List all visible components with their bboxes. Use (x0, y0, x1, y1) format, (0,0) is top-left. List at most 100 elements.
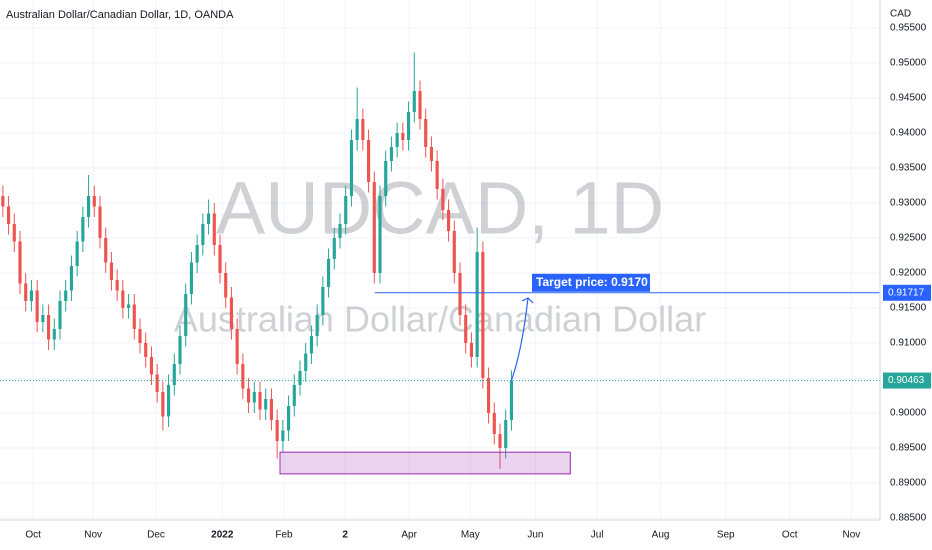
candle-body (207, 213, 211, 224)
x-tick-label: Nov (84, 530, 102, 541)
candle-body (258, 391, 262, 410)
candle-body (121, 290, 125, 308)
price-label-box (883, 284, 931, 301)
candle-body (349, 139, 353, 196)
candle-body (447, 209, 451, 231)
candle-body (75, 241, 79, 266)
y-tick-label: 0.91000 (890, 338, 927, 349)
price-label-box (883, 372, 931, 389)
candle-body (195, 244, 199, 263)
candle-body (235, 328, 239, 364)
candle-body (429, 146, 433, 161)
candle-body (41, 314, 45, 322)
price-label: 0.90463 (888, 375, 925, 386)
candle-body (7, 206, 11, 224)
x-tick-label: May (461, 530, 480, 541)
x-tick-label: 2 (342, 530, 348, 541)
candle-body (418, 90, 422, 119)
candle-body (275, 419, 279, 441)
candle-body (52, 328, 56, 340)
candle-body (287, 405, 291, 431)
x-tick-label: Feb (275, 530, 293, 541)
annotation-box (532, 273, 650, 292)
candle-body (492, 412, 496, 434)
support-zone (279, 451, 571, 475)
candle-body (309, 335, 313, 354)
candle-body (361, 118, 365, 140)
candle-body (378, 195, 382, 273)
candle-body (1, 195, 5, 207)
arrow-head (521, 297, 534, 304)
candle-body (127, 304, 131, 308)
candle-body (509, 380, 513, 420)
y-tick-label: 0.89500 (890, 443, 927, 454)
candle-body (167, 384, 171, 417)
candle-body (395, 132, 399, 147)
y-tick-label: 0.89000 (890, 478, 927, 489)
y-tick-label: 0.90000 (890, 408, 927, 419)
candle-body (498, 433, 502, 448)
candle-body (315, 314, 319, 336)
candle-body (172, 363, 176, 385)
y-tick-label: 0.88500 (890, 513, 927, 524)
watermark-subtitle: Australian Dollar/Canadian Dollar (174, 299, 706, 340)
candle-body (281, 430, 285, 441)
candle-body (298, 370, 302, 385)
candle-body (184, 293, 188, 336)
y-tick-label: 0.92500 (890, 233, 927, 244)
candle-body (69, 265, 73, 291)
candle-body (475, 251, 479, 357)
x-tick-label: Oct (782, 530, 798, 541)
y-tick-label: 0.94000 (890, 128, 927, 139)
candle-body (424, 118, 428, 147)
candle-body (144, 342, 148, 357)
candle-body (247, 388, 251, 403)
candle-body (252, 391, 256, 403)
candle-body (161, 391, 165, 417)
candle-body (64, 290, 68, 301)
candle-body (435, 160, 439, 189)
candle-body (389, 146, 393, 161)
candle-body (35, 290, 39, 322)
candle-body (344, 195, 348, 224)
y-tick-label: 0.92000 (890, 268, 927, 279)
candle-body (304, 353, 308, 371)
target-arrow (510, 297, 529, 381)
x-tick-label: Apr (401, 530, 417, 541)
candle-body (458, 272, 462, 315)
candle-body (138, 328, 142, 343)
candle-body (355, 118, 359, 140)
candle-body (321, 286, 325, 315)
candle-body (149, 356, 153, 375)
candle-body (132, 304, 136, 329)
candle-body (367, 139, 371, 182)
y-tick-label: 0.95500 (890, 23, 927, 34)
candle-body (178, 335, 182, 364)
candle-body (92, 195, 96, 207)
chart-title: Australian Dollar/Canadian Dollar, 1D, O… (6, 9, 234, 21)
candle-body (401, 132, 405, 140)
candle-body (29, 290, 33, 301)
candle-body (338, 223, 342, 238)
candle-body (58, 300, 62, 329)
candle-body (18, 241, 22, 284)
candle-body (264, 398, 268, 410)
candle-body (269, 398, 273, 420)
candle-body (407, 111, 411, 140)
candle-body (372, 181, 376, 273)
candle-body (224, 272, 228, 298)
candle-body (47, 314, 51, 340)
candle-body (441, 188, 445, 210)
y-tick-label: 0.93000 (890, 198, 927, 209)
candle-body (452, 230, 456, 273)
candle-body (384, 160, 388, 196)
candle-body (104, 237, 108, 263)
candle-body (229, 297, 233, 329)
x-tick-label: Aug (652, 530, 670, 541)
x-tick-label: Oct (25, 530, 41, 541)
price-label: 0.91717 (888, 287, 925, 298)
candle-body (218, 244, 222, 273)
candle-body (12, 223, 16, 242)
candle-body (481, 251, 485, 378)
